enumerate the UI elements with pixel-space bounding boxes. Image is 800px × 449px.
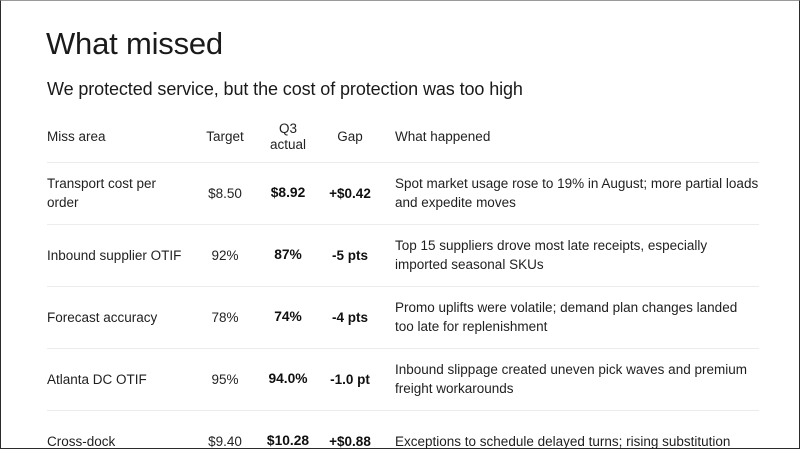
cell-miss-area: Inbound supplier OTIF xyxy=(47,247,182,263)
cell-gap: +$0.88 xyxy=(329,433,371,448)
cell-gap: +$0.42 xyxy=(329,185,371,201)
cell-what-happened: Promo uplifts were volatile; demand plan… xyxy=(395,299,738,335)
page-title: What missed xyxy=(46,26,223,61)
cell-target: 78% xyxy=(211,309,239,325)
column-header-miss-area: Miss area xyxy=(47,129,106,144)
table-row: Forecast accuracy 78% 74% -4 pts Promo u… xyxy=(47,287,759,349)
column-header-q3-actual-line2: actual xyxy=(269,136,307,152)
cell-miss-area: Transport cost per order xyxy=(47,175,157,211)
cell-q3-actual: 74% xyxy=(274,309,302,325)
column-header-q3-actual-line1: Q3 xyxy=(278,121,297,136)
column-header-q3-actual: Q3 actual xyxy=(257,121,319,153)
column-header-target: Target xyxy=(206,129,244,144)
cell-q3-actual: $10.28 xyxy=(266,433,310,448)
column-header-what-happened: What happened xyxy=(395,129,491,144)
cell-target: 95% xyxy=(211,371,239,387)
cell-gap: -5 pts xyxy=(331,247,368,263)
cell-miss-area: Cross-dock xyxy=(47,433,116,448)
page-subtitle: We protected service, but the cost of pr… xyxy=(47,79,523,99)
table-header-row: Miss area Target Q3 actual Gap What happ… xyxy=(47,121,759,163)
table-row: Cross-dock $9.40 $10.28 +$0.88 Exception… xyxy=(47,411,759,448)
column-header-gap: Gap xyxy=(337,129,363,144)
cell-q3-actual: 94.0% xyxy=(268,371,308,387)
table-row: Atlanta DC OTIF 95% 94.0% -1.0 pt Inboun… xyxy=(47,349,759,411)
cell-what-happened: Spot market usage rose to 19% in August;… xyxy=(395,175,759,211)
cell-what-happened: Inbound slippage created uneven pick wav… xyxy=(395,361,747,397)
miss-area-table: Miss area Target Q3 actual Gap What happ… xyxy=(47,121,759,448)
cell-target: 92% xyxy=(211,247,239,263)
table-row: Inbound supplier OTIF 92% 87% -5 pts Top… xyxy=(47,225,759,287)
cell-gap: -4 pts xyxy=(331,309,368,325)
table-row: Transport cost per order $8.50 $8.92 +$0… xyxy=(47,163,759,225)
cell-q3-actual: 87% xyxy=(274,247,302,263)
cell-target: $9.40 xyxy=(208,433,242,448)
cell-target: $8.50 xyxy=(208,185,242,201)
cell-what-happened: Top 15 suppliers drove most late receipt… xyxy=(395,237,708,273)
cell-what-happened: Exceptions to schedule delayed turns; ri… xyxy=(395,433,731,448)
cell-gap: -1.0 pt xyxy=(330,371,370,387)
cell-miss-area: Forecast accuracy xyxy=(47,309,158,325)
cell-q3-actual: $8.92 xyxy=(270,185,306,201)
cell-miss-area: Atlanta DC OTIF xyxy=(47,371,147,387)
